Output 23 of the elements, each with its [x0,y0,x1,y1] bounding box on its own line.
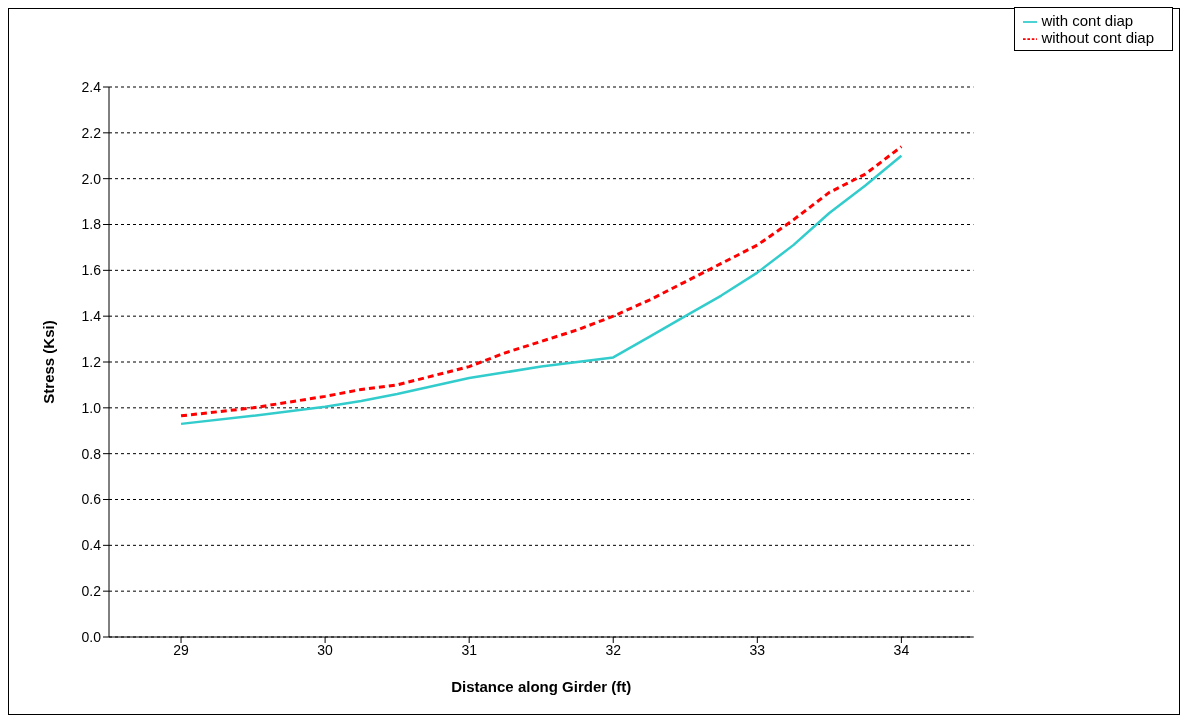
y-tick-label: 1.4 [81,308,102,325]
y-tick-label: 0.0 [81,628,102,645]
y-tick-label: 2.4 [81,78,102,95]
x-tick-label: 34 [893,641,910,658]
y-tick-label: 0.6 [81,491,102,508]
legend-label: without cont diap [1041,29,1154,47]
y-tick-label: 1.0 [81,399,102,416]
y-tick-label: 0.4 [81,537,102,554]
y-tick-label: 2.0 [81,170,102,187]
x-tick-label: 33 [749,641,766,658]
y-tick-label: 0.2 [81,583,102,600]
x-tick-label: 32 [605,641,622,658]
x-tick-label: 31 [461,641,478,658]
y-axis-title: Stress (Ksi) [40,320,58,404]
x-axis-title: Distance along Girder (ft) [451,678,632,695]
y-tick-label: 0.8 [81,445,102,462]
legend-label: with cont diap [1041,12,1134,29]
y-tick-label: 1.2 [81,353,102,370]
y-tick-label: 1.6 [81,262,102,279]
x-tick-label: 29 [173,641,190,658]
y-tick-label: 2.2 [81,124,102,141]
x-tick-label: 30 [317,641,334,658]
y-tick-label: 1.8 [81,216,102,233]
